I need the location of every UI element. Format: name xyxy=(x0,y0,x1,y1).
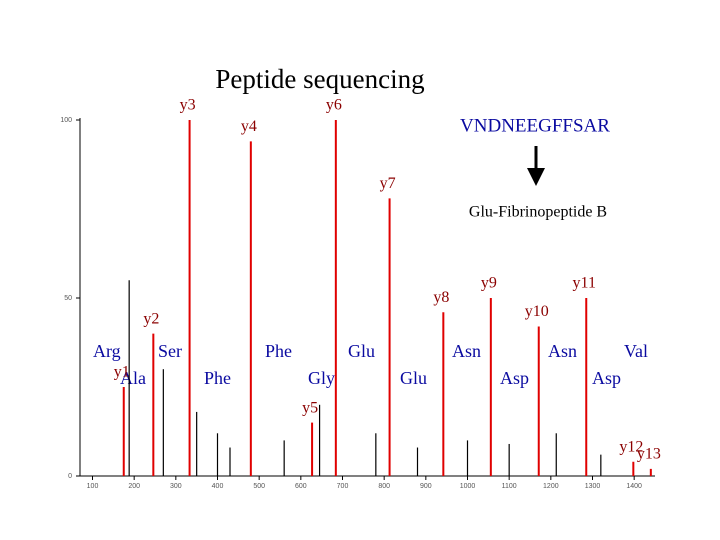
residue-label: Glu xyxy=(400,368,427,388)
ion-label: y4 xyxy=(241,118,257,135)
residue-label: Asp xyxy=(500,368,529,388)
arrow-head xyxy=(527,168,545,186)
residue-label: Asn xyxy=(452,341,481,361)
residue-label: Gly xyxy=(308,368,335,388)
x-tick-label: 500 xyxy=(253,483,265,490)
ion-label: y12 xyxy=(619,438,643,455)
residue-label: Arg xyxy=(93,341,121,361)
sequence: VNDNEEGFFSAR xyxy=(460,115,610,136)
y-tick-label: 100 xyxy=(60,117,72,124)
y-tick-label: 50 xyxy=(64,295,72,302)
ion-label: y7 xyxy=(380,175,396,192)
ion-label: y1 xyxy=(114,364,130,381)
ion-label: y6 xyxy=(326,97,342,114)
x-tick-label: 1000 xyxy=(460,483,476,490)
residue-label: Phe xyxy=(204,368,231,388)
ion-label: y8 xyxy=(433,289,449,306)
ion-label: y3 xyxy=(180,97,196,114)
ion-label: y5 xyxy=(302,399,318,416)
residue-label: Asn xyxy=(548,341,577,361)
x-tick-label: 800 xyxy=(378,483,390,490)
ion-label: y10 xyxy=(525,303,549,320)
x-tick-label: 600 xyxy=(295,483,307,490)
ion-label: y2 xyxy=(143,310,159,327)
residue-label: Ala xyxy=(120,368,146,388)
subtitle: Glu-Fibrinopeptide B xyxy=(469,204,607,221)
residue-label: Asp xyxy=(592,368,621,388)
x-tick-label: 700 xyxy=(337,483,349,490)
residue-label: Ser xyxy=(158,341,182,361)
ion-label: y9 xyxy=(481,275,497,292)
x-tick-label: 100 xyxy=(87,483,99,490)
residue-label: Phe xyxy=(265,341,292,361)
x-tick-label: 1300 xyxy=(585,483,601,490)
residue-label: Glu xyxy=(348,341,375,361)
ion-label: y11 xyxy=(573,275,596,292)
x-tick-label: 1100 xyxy=(502,483,517,490)
x-tick-label: 900 xyxy=(420,483,432,490)
x-tick-label: 200 xyxy=(128,483,140,490)
residue-label: Val xyxy=(624,341,648,361)
x-tick-label: 400 xyxy=(212,483,224,490)
chart-title: Peptide sequencing xyxy=(215,64,424,94)
x-tick-label: 1200 xyxy=(543,483,559,490)
ion-label: y13 xyxy=(637,446,661,463)
y-tick-label: 0 xyxy=(68,473,72,480)
x-tick-label: 300 xyxy=(170,483,182,490)
x-tick-label: 1400 xyxy=(626,483,642,490)
